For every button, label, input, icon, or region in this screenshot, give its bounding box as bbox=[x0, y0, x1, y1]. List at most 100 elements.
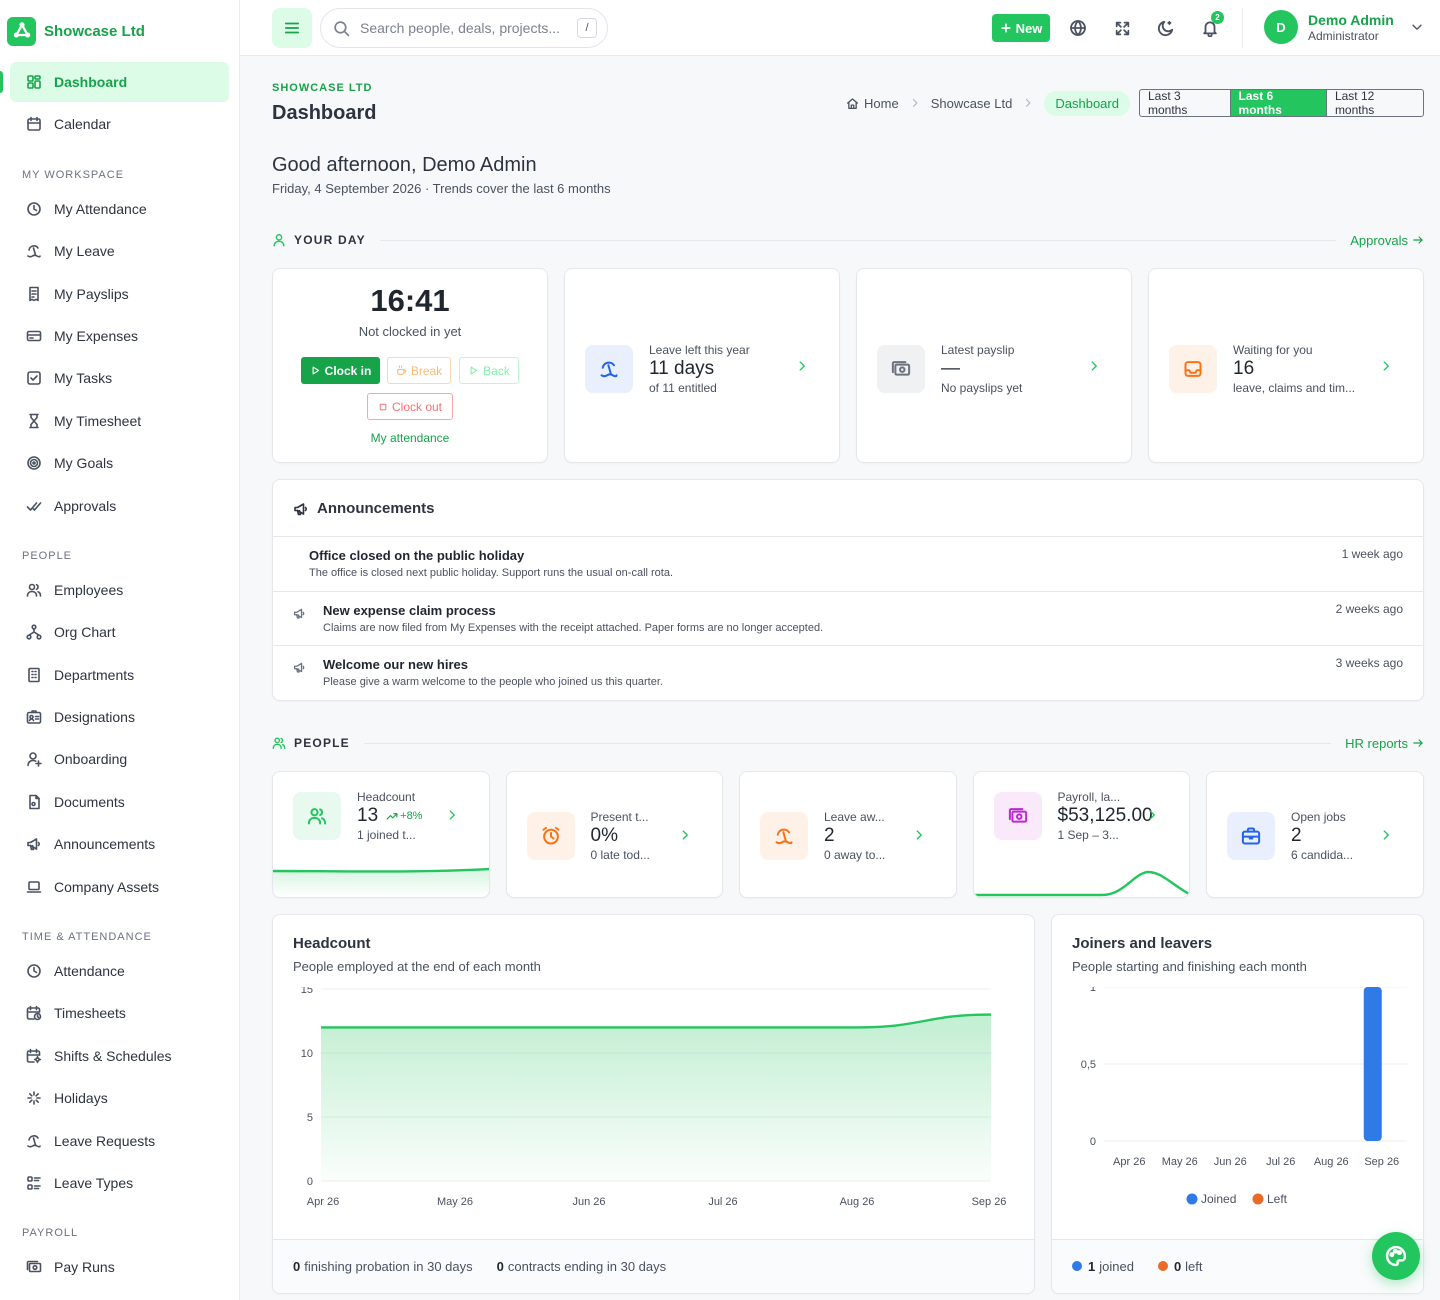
range-12-months[interactable]: Last 12 months bbox=[1334, 89, 1375, 117]
sidebar-item-pay-runs[interactable]: Pay Runs bbox=[10, 1247, 229, 1287]
sidebar-item-approvals[interactable]: Approvals bbox=[10, 486, 229, 526]
breadcrumb-org[interactable]: Showcase Ltd bbox=[930, 95, 1013, 111]
search-input[interactable] bbox=[360, 20, 560, 36]
menu-toggle-button[interactable] bbox=[272, 8, 312, 48]
clock-in-button[interactable]: Clock in bbox=[301, 357, 380, 384]
headcount-kpi-card[interactable]: Headcount 13 +8% 1 joined t... bbox=[272, 771, 490, 898]
customizer-button[interactable] bbox=[1372, 1232, 1420, 1280]
break-button[interactable]: Break bbox=[387, 357, 451, 384]
briefcase-icon bbox=[1241, 826, 1261, 846]
approvals-link[interactable]: Approvals bbox=[1350, 233, 1424, 248]
sidebar-item-calendar[interactable]: Calendar bbox=[10, 104, 229, 144]
breadcrumb-home[interactable]: Home bbox=[846, 96, 899, 111]
sidebar-section-title: TIME & ATTENDANCE bbox=[22, 931, 152, 944]
notifications-button[interactable]: 2 bbox=[1196, 11, 1224, 42]
sidebar-item-company-assets[interactable]: Company Assets bbox=[10, 867, 229, 907]
beach-icon bbox=[599, 359, 619, 379]
topbar-divider bbox=[1242, 8, 1243, 48]
sidebar-item-my-attendance[interactable]: My Attendance bbox=[10, 189, 229, 229]
x-tick-label: Jul 26 bbox=[1266, 1156, 1295, 1168]
sidebar-item-my-goals[interactable]: My Goals bbox=[10, 443, 229, 483]
sidebar-item-documents[interactable]: Documents bbox=[10, 782, 229, 822]
chevron-down-icon bbox=[1410, 20, 1424, 34]
megaphone-icon bbox=[293, 501, 309, 517]
id-badge-icon bbox=[26, 709, 42, 725]
my-attendance-link[interactable]: My attendance bbox=[370, 431, 450, 445]
chevron-right-icon bbox=[445, 808, 459, 822]
kpi-value-row: 13 +8% bbox=[357, 805, 422, 827]
fullscreen-button[interactable] bbox=[1108, 14, 1136, 42]
kpi-icon-box bbox=[993, 792, 1042, 840]
sidebar-item-my-tasks[interactable]: My Tasks bbox=[10, 358, 229, 398]
announcements-title: Announcements bbox=[317, 500, 435, 517]
chevron-right-icon bbox=[1379, 359, 1393, 373]
new-button[interactable]: New bbox=[992, 14, 1050, 42]
sidebar-item-departments[interactable]: Departments bbox=[10, 655, 229, 695]
leave-aw-kpi-card[interactable]: Leave aw... 2 0 away to... bbox=[739, 771, 957, 898]
range-6-months[interactable]: Last 6 months bbox=[1230, 90, 1327, 116]
sidebar-item-employees[interactable]: Employees bbox=[10, 570, 229, 610]
theme-toggle-button[interactable] bbox=[1152, 14, 1180, 42]
topbar: / New 2 D Demo Admin Administrator bbox=[240, 0, 1440, 56]
sidebar-item-label: My Payslips bbox=[54, 285, 129, 302]
arrow-right-icon bbox=[1412, 234, 1424, 246]
headcount-chart: 0 5 10 15 Apr 26 May 26 Jun 26 Jul 26 Aug 26 Sep … bbox=[301, 987, 1007, 1208]
sidebar-item-my-leave[interactable]: My Leave bbox=[10, 231, 229, 271]
brand-name: Showcase Ltd bbox=[44, 22, 145, 40]
sparkle-icon bbox=[26, 1090, 42, 1106]
menu-icon bbox=[283, 19, 301, 37]
left-dot bbox=[1157, 1261, 1168, 1271]
sidebar-item-org-chart[interactable]: Org Chart bbox=[10, 612, 229, 652]
sidebar-item-leave-requests[interactable]: Leave Requests bbox=[10, 1121, 229, 1161]
plus-icon bbox=[1000, 22, 1012, 34]
sidebar-item-dashboard[interactable]: Dashboard bbox=[0, 62, 229, 102]
sidebar-item-my-expenses[interactable]: My Expenses bbox=[10, 316, 229, 356]
clock-out-button[interactable]: Clock out bbox=[367, 393, 453, 420]
globe-icon bbox=[1069, 19, 1087, 37]
brand[interactable]: Showcase Ltd bbox=[0, 0, 239, 62]
sidebar-item-attendance[interactable]: Attendance bbox=[10, 951, 229, 991]
sidebar-item-shifts-and-schedules[interactable]: Shifts & Schedules bbox=[10, 1036, 229, 1076]
logo-icon bbox=[7, 16, 36, 46]
waiting-for-you-card[interactable]: Waiting for you 16 leave, claims and tim… bbox=[1148, 268, 1424, 463]
sidebar-item-my-timesheet[interactable]: My Timesheet bbox=[10, 401, 229, 441]
sidebar-item-salary-structures[interactable]: Salary Structures bbox=[10, 1290, 229, 1300]
sidebar-item-onboarding[interactable]: Onboarding bbox=[10, 739, 229, 779]
section-title: PEOPLE bbox=[294, 736, 350, 750]
kpi-content: Leave aw... 2 0 away to... bbox=[760, 810, 885, 862]
kpi-content: Headcount 13 +8% 1 joined t... bbox=[293, 790, 422, 842]
user-role: Administrator bbox=[1308, 28, 1379, 43]
joined-label: joined bbox=[1099, 1259, 1134, 1274]
sidebar-item-timesheets[interactable]: Timesheets bbox=[10, 993, 229, 1033]
search-box[interactable]: / bbox=[320, 8, 608, 48]
user-menu[interactable]: D Demo Admin Administrator bbox=[1264, 10, 1424, 44]
open-jobs-kpi-card[interactable]: Open jobs 2 6 candida... bbox=[1206, 771, 1424, 898]
leave-left-this-year-card[interactable]: Leave left this year 11 days of 11 entit… bbox=[564, 268, 840, 463]
play-icon bbox=[468, 365, 479, 376]
sidebar-item-designations[interactable]: Designations bbox=[10, 697, 229, 737]
payroll-la-kpi-card[interactable]: Payroll, la... $53,125.00 1 Sep – 3... bbox=[972, 771, 1190, 898]
sidebar-item-announcements[interactable]: Announcements bbox=[10, 824, 229, 864]
language-button[interactable] bbox=[1064, 14, 1092, 42]
sidebar-item-leave-types[interactable]: Leave Types bbox=[10, 1163, 229, 1203]
announcement-item[interactable]: New expense claim process Claims are now… bbox=[273, 591, 1423, 646]
announcement-item[interactable]: Office closed on the public holiday The … bbox=[273, 536, 1423, 591]
cash-icon bbox=[1008, 806, 1028, 826]
sidebar-item-holidays[interactable]: Holidays bbox=[10, 1078, 229, 1118]
announcement-item[interactable]: Welcome our new hires Please give a warm… bbox=[273, 645, 1423, 700]
stat-label: Waiting for you bbox=[1233, 343, 1313, 357]
kpi-label: Payroll, la... bbox=[1057, 790, 1121, 804]
sidebar-item-my-payslips[interactable]: My Payslips bbox=[10, 274, 229, 314]
stat-content: Leave left this year 11 days of 11 entit… bbox=[585, 343, 815, 395]
headcount-chart-card: Headcount People employed at the end of … bbox=[272, 914, 1035, 1294]
back-button[interactable]: Back bbox=[459, 357, 519, 384]
hr-reports-link[interactable]: HR reports bbox=[1345, 736, 1424, 751]
range-3-months[interactable]: Last 3 months bbox=[1140, 90, 1231, 116]
sidebar-item-label: Designations bbox=[54, 709, 135, 726]
latest-payslip-card[interactable]: Latest payslip — No payslips yet bbox=[856, 268, 1132, 463]
present-t-kpi-card[interactable]: Present t... 0% 0 late tod... bbox=[505, 771, 723, 898]
sidebar-item-label: Announcements bbox=[54, 836, 156, 853]
divider bbox=[379, 239, 1337, 241]
calendar-icon bbox=[26, 116, 42, 132]
kpi-content: Payroll, la... $53,125.00 1 Sep – 3... bbox=[993, 790, 1153, 842]
